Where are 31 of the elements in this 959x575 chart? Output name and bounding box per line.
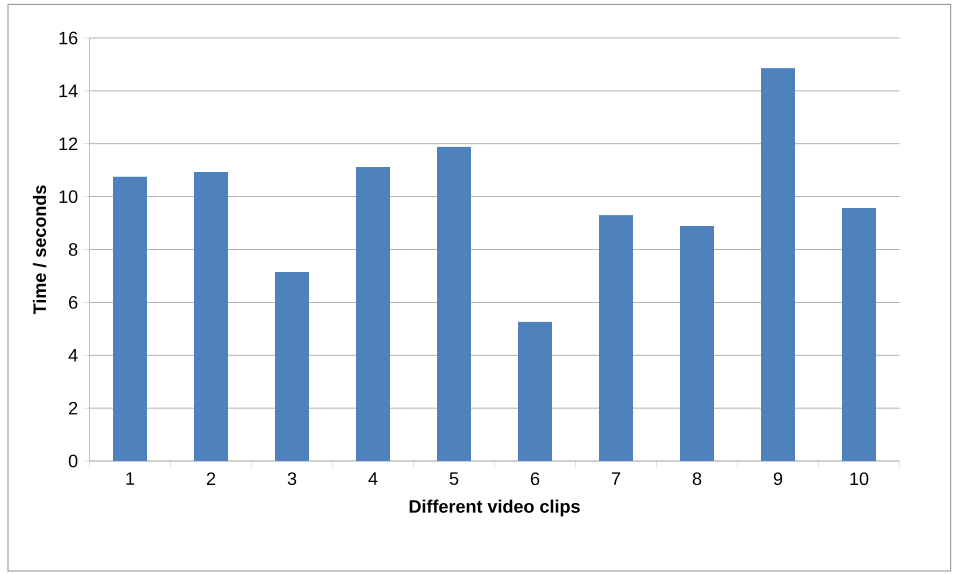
- y-tick-label: 2: [69, 402, 78, 414]
- x-tick-label: 6: [530, 472, 540, 486]
- x-tick-label: 1: [126, 472, 134, 485]
- y-tick-label: 16: [59, 32, 78, 44]
- y-tick-label: 0: [68, 454, 78, 468]
- bar: [356, 167, 390, 461]
- x-tick-label: 4: [368, 472, 378, 485]
- y-axis-title: Time / seconds: [32, 185, 46, 314]
- bar: [194, 172, 228, 461]
- x-tick-label: 7: [612, 472, 620, 485]
- y-tick-label: 10: [59, 190, 78, 203]
- y-tick-label: 6: [69, 296, 78, 309]
- y-tick-label: 4: [68, 349, 78, 362]
- bar: [842, 208, 876, 461]
- y-tick-label: 8: [68, 243, 78, 256]
- y-tick-label: 12: [59, 137, 78, 150]
- x-tick-label: 2: [206, 472, 216, 485]
- bar: [113, 176, 148, 461]
- bar: [761, 68, 796, 461]
- bar: [680, 226, 714, 461]
- x-tick-label: 8: [692, 472, 702, 486]
- y-tick-label: 14: [59, 84, 78, 98]
- x-tick-label: 5: [450, 472, 458, 485]
- x-axis-title: Different video clips: [410, 500, 580, 516]
- x-tick-label: 9: [774, 472, 782, 486]
- bar: [599, 215, 634, 461]
- bar: [437, 146, 472, 461]
- bar: [518, 322, 552, 461]
- x-tick-label: 10: [850, 472, 868, 486]
- x-tick-label: 3: [288, 472, 296, 486]
- bar: [275, 272, 310, 461]
